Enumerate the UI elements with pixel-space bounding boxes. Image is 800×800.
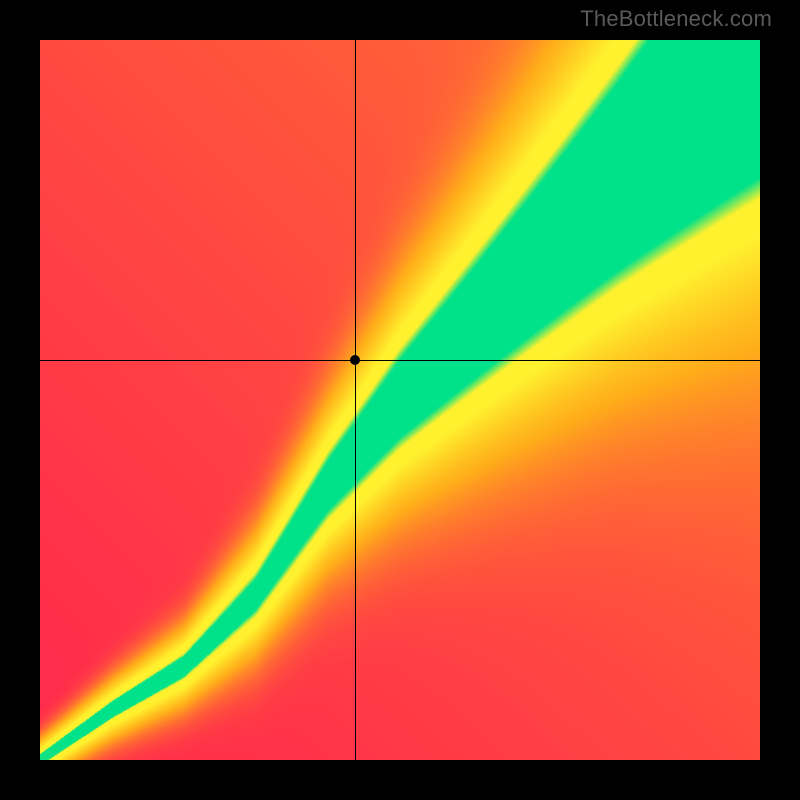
heatmap-canvas	[40, 40, 760, 760]
crosshair-horizontal	[40, 360, 760, 361]
plot-area	[40, 40, 760, 760]
crosshair-marker-dot	[350, 355, 360, 365]
crosshair-vertical	[355, 40, 356, 760]
watermark-text: TheBottleneck.com	[580, 6, 772, 32]
